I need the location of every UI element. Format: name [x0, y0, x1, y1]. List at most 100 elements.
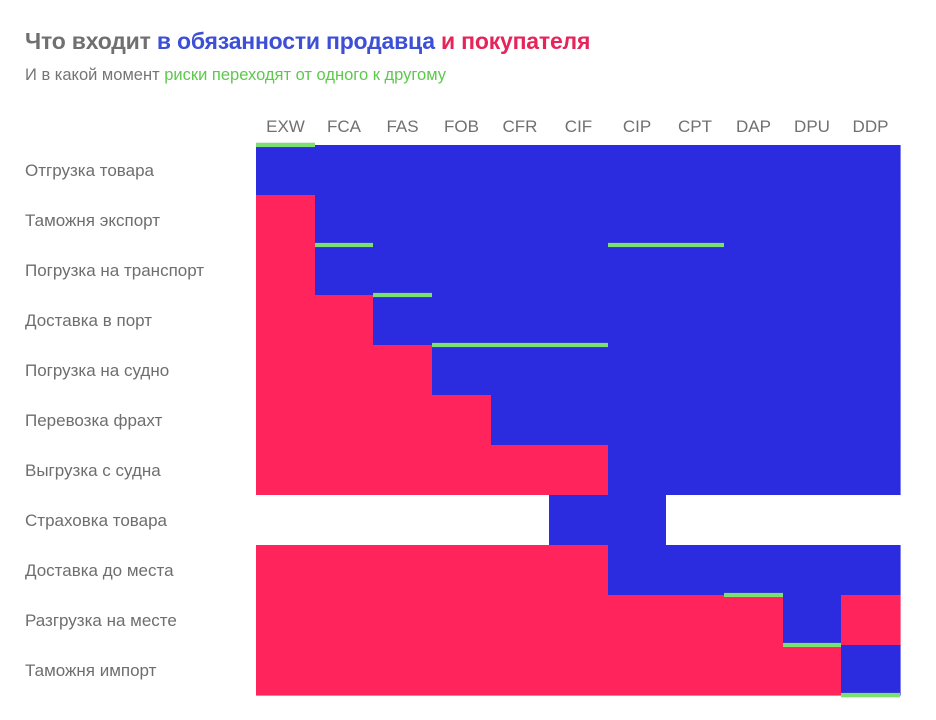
- row-label-5: Перевозка фрахт: [25, 411, 163, 430]
- column-label-ddp: DDP: [853, 117, 889, 136]
- cell-exw-0: [256, 145, 316, 196]
- cell-fca-10: [315, 645, 374, 696]
- cell-fob-5: [432, 395, 492, 446]
- risk-transfer-lines: [256, 142, 900, 698]
- cell-fas-3: [373, 295, 433, 346]
- row-label-6: Выгрузка с судна: [25, 461, 161, 480]
- cell-ddp-8: [841, 545, 901, 596]
- cell-cif-7: [549, 495, 609, 546]
- cell-dpu-1: [783, 195, 842, 246]
- cell-cip-7: [608, 495, 667, 546]
- cell-cif-2: [549, 245, 609, 296]
- cell-dpu-9: [783, 595, 842, 646]
- cell-exw-8: [256, 545, 316, 596]
- chart-title: Что входит в обязанности продавца и поку…: [25, 28, 590, 55]
- cell-fob-3: [432, 295, 492, 346]
- cell-cip-2: [608, 245, 667, 296]
- row-label-9: Разгрузка на месте: [25, 611, 177, 630]
- cell-cfr-6: [491, 445, 550, 496]
- cell-dpu-10: [783, 645, 842, 696]
- cell-dap-9: [724, 595, 784, 646]
- cell-cif-4: [549, 345, 609, 396]
- cell-ddp-5: [841, 395, 901, 446]
- cell-fca-3: [315, 295, 374, 346]
- cell-dap-7: [724, 495, 784, 546]
- row-labels: Отгрузка товара Таможня экспорт Погрузка н…: [25, 161, 204, 680]
- cell-cip-0: [608, 145, 667, 196]
- cell-cfr-7: [491, 495, 550, 546]
- risk-line-dpu: [783, 643, 841, 647]
- cell-dap-3: [724, 295, 784, 346]
- cell-cpt-9: [666, 595, 725, 646]
- cell-dap-1: [724, 195, 784, 246]
- row-label-0: Отгрузка товара: [25, 161, 155, 180]
- risk-line-exw: [256, 143, 315, 147]
- cell-dpu-0: [783, 145, 842, 196]
- cell-dpu-6: [783, 445, 842, 496]
- risk-line-fca: [315, 243, 373, 247]
- row-label-1: Таможня экспорт: [25, 211, 160, 230]
- cell-fas-10: [373, 645, 433, 696]
- column-label-dap: DAP: [736, 117, 771, 136]
- cell-cip-1: [608, 195, 667, 246]
- cell-cip-9: [608, 595, 667, 646]
- column-label-dpu: DPU: [794, 117, 830, 136]
- risk-line-fas: [373, 293, 432, 297]
- cell-cip-10: [608, 645, 667, 696]
- cell-cip-6: [608, 445, 667, 496]
- cell-cip-5: [608, 395, 667, 446]
- cell-fob-1: [432, 195, 492, 246]
- column-labels: EXW FCA FAS FOB CFR CIF CIP CPT DAP DPU DDP: [266, 117, 888, 136]
- cell-cpt-1: [666, 195, 725, 246]
- cell-fas-0: [373, 145, 433, 196]
- cell-ddp-2: [841, 245, 901, 296]
- column-label-exw: EXW: [266, 117, 305, 136]
- cell-ddp-0: [841, 145, 901, 196]
- cell-fca-0: [315, 145, 374, 196]
- cell-exw-5: [256, 395, 316, 446]
- cell-exw-10: [256, 645, 316, 696]
- cell-cif-5: [549, 395, 609, 446]
- cell-cfr-9: [491, 595, 550, 646]
- cell-cif-3: [549, 295, 609, 346]
- cell-ddp-1: [841, 195, 901, 246]
- cell-exw-7: [256, 495, 316, 546]
- cell-dpu-4: [783, 345, 842, 396]
- cell-cif-10: [549, 645, 609, 696]
- cell-dap-6: [724, 445, 784, 496]
- cell-cfr-0: [491, 145, 550, 196]
- column-label-cfr: CFR: [503, 117, 538, 136]
- cell-cif-1: [549, 195, 609, 246]
- column-label-fas: FAS: [386, 117, 418, 136]
- heatmap-cells: [256, 145, 901, 696]
- cell-cpt-4: [666, 345, 725, 396]
- risk-line-ddp: [841, 693, 900, 697]
- cell-cip-8: [608, 545, 667, 596]
- subtitle-prefix: И в какой момент: [25, 66, 160, 84]
- cell-dap-10: [724, 645, 784, 696]
- risk-line-fob: [432, 343, 491, 347]
- cell-fas-9: [373, 595, 433, 646]
- column-label-cpt: CPT: [678, 117, 712, 136]
- cell-fas-7: [373, 495, 433, 546]
- cell-dap-4: [724, 345, 784, 396]
- subtitle-risk: риски переходят от одного к другому: [164, 66, 446, 84]
- cell-cpt-0: [666, 145, 725, 196]
- row-label-3: Доставка в порт: [25, 311, 152, 330]
- title-buyer: и покупателя: [441, 28, 591, 54]
- row-label-2: Погрузка на транспорт: [25, 261, 204, 280]
- cell-cpt-6: [666, 445, 725, 496]
- cell-ddp-3: [841, 295, 901, 346]
- cell-fas-8: [373, 545, 433, 596]
- cell-ddp-9: [841, 595, 901, 646]
- cell-exw-3: [256, 295, 316, 346]
- column-label-cif: CIF: [565, 117, 592, 136]
- cell-fob-4: [432, 345, 492, 396]
- cell-ddp-4: [841, 345, 901, 396]
- column-label-fca: FCA: [327, 117, 362, 136]
- cell-cpt-3: [666, 295, 725, 346]
- cell-fob-10: [432, 645, 492, 696]
- cell-ddp-7: [841, 495, 901, 546]
- cell-dpu-7: [783, 495, 842, 546]
- cell-cfr-10: [491, 645, 550, 696]
